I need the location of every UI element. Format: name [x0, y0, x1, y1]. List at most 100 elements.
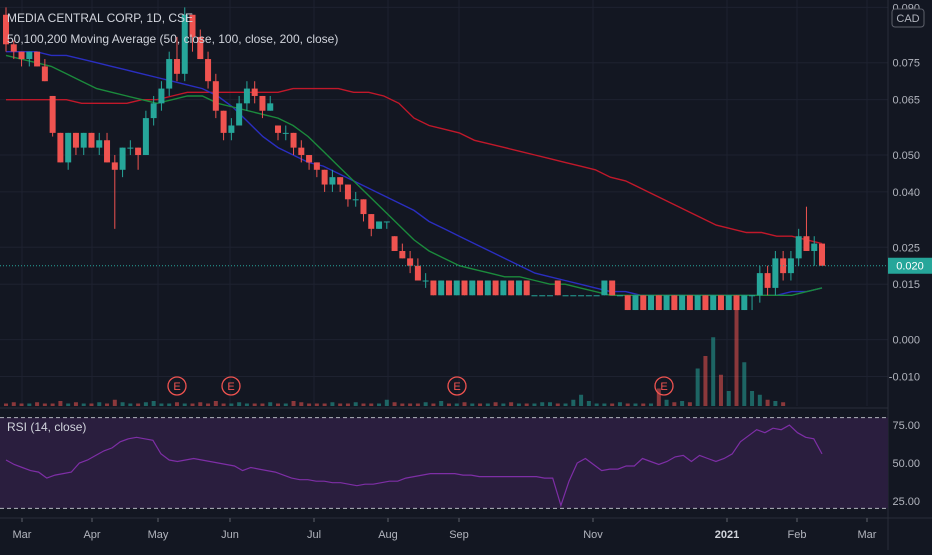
candle-body	[469, 280, 476, 296]
volume-bar	[773, 401, 778, 406]
candle-body	[197, 36, 204, 60]
volume-bar	[283, 403, 288, 406]
candle-body	[10, 44, 17, 52]
volume-bar	[765, 399, 770, 406]
candle-body	[686, 295, 693, 311]
volume-bar	[307, 403, 312, 406]
volume-bar	[97, 402, 102, 406]
volume-bar	[649, 403, 654, 406]
candle-body	[655, 295, 662, 311]
candle-body	[811, 243, 818, 251]
earnings-marker[interactable]: E	[447, 376, 467, 396]
volume-bar	[641, 403, 646, 406]
volume-bar	[602, 403, 607, 406]
candle-body	[18, 51, 25, 60]
candle-body	[96, 140, 103, 148]
volume-bar	[563, 403, 568, 406]
candle-body	[65, 132, 72, 163]
volume-bar	[579, 394, 584, 406]
rsi-label[interactable]: RSI (14, close)	[7, 420, 86, 434]
candle-body	[772, 258, 779, 288]
volume-bar	[143, 402, 148, 406]
candle-body	[484, 280, 491, 296]
volume-bar	[680, 401, 685, 406]
candle-body	[142, 118, 149, 156]
candle-body	[41, 66, 48, 82]
candle-body	[663, 295, 670, 311]
candles[interactable]	[3, 7, 825, 311]
candle-body	[803, 236, 810, 251]
candle-body	[391, 236, 398, 251]
volume-bar	[672, 402, 677, 406]
candle-body	[547, 295, 553, 297]
candle-body	[321, 169, 328, 185]
candle-body	[290, 132, 297, 148]
candle-body	[725, 295, 732, 311]
volume-bar	[718, 374, 723, 406]
candle-body	[539, 295, 546, 297]
volume-bar	[291, 401, 296, 406]
volume-bar	[35, 402, 40, 406]
volume-bar	[625, 403, 630, 406]
candle-body	[368, 214, 375, 229]
volume-bar	[244, 403, 249, 406]
time-axis[interactable]: Mar Apr May Jun Jul Aug Sep Nov 2021 Feb Mar	[13, 518, 877, 541]
time-tick-label: Nov	[583, 529, 603, 541]
volume-bar	[159, 403, 164, 406]
candle-body	[640, 295, 647, 311]
volume-bar	[206, 403, 211, 406]
time-tick-label: Jun	[221, 529, 239, 541]
candle-body	[111, 162, 118, 170]
volume-bar	[27, 403, 32, 406]
candle-body	[585, 295, 592, 297]
volume-bar	[548, 402, 552, 406]
candle-body	[679, 295, 686, 311]
volume-bar	[781, 402, 786, 406]
currency-badge[interactable]: CAD	[891, 8, 925, 28]
candle-body	[500, 280, 507, 296]
candle-body	[228, 125, 235, 133]
volume-bar	[58, 401, 63, 406]
price-axis[interactable]: 0.0900.0750.0650.0500.0400.0250.0150.000…	[889, 2, 920, 383]
volume-bar	[423, 402, 428, 406]
candle-body	[376, 221, 383, 229]
earnings-marker[interactable]: E	[654, 376, 674, 396]
candle-body	[609, 280, 616, 296]
last-price-label: 0.020	[896, 261, 924, 273]
candle-body	[127, 147, 134, 149]
volume-bar	[711, 337, 716, 406]
ma-legend-label[interactable]: 50,100,200 Moving Average (50, close, 10…	[7, 32, 338, 46]
candle-body	[337, 177, 344, 185]
time-tick-label: Feb	[788, 529, 807, 541]
volume-bar	[757, 394, 762, 406]
volume-bar	[695, 368, 700, 406]
candle-body	[104, 140, 111, 163]
candle-body	[49, 95, 56, 133]
candle-body	[267, 103, 274, 111]
rsi-axis[interactable]: 75.00 50.00 25.00	[892, 420, 920, 508]
symbol-label[interactable]: MEDIA CENTRAL CORP, 1D, CSE	[7, 11, 193, 25]
candle-body	[189, 14, 196, 37]
earnings-marker[interactable]: E	[221, 376, 241, 396]
candle-body	[150, 103, 157, 119]
volume-bar	[252, 403, 257, 406]
volume-bar	[89, 403, 94, 406]
candle-body	[251, 88, 258, 96]
earnings-marker-label: E	[227, 381, 234, 393]
candle-body	[710, 295, 717, 311]
volume-bar	[540, 402, 545, 406]
volume-bar	[439, 401, 444, 406]
volume-bar	[112, 399, 117, 406]
earnings-marker-circle	[447, 376, 467, 396]
candle-body	[624, 295, 631, 311]
earnings-marker[interactable]: E	[167, 376, 187, 396]
candle-body	[787, 258, 794, 274]
volume-bar	[190, 403, 195, 406]
volume-bar	[322, 403, 327, 406]
volume-bar	[633, 403, 638, 406]
candle-body	[166, 59, 173, 89]
candle-body	[819, 243, 825, 266]
earnings-marker-circle	[654, 376, 674, 396]
